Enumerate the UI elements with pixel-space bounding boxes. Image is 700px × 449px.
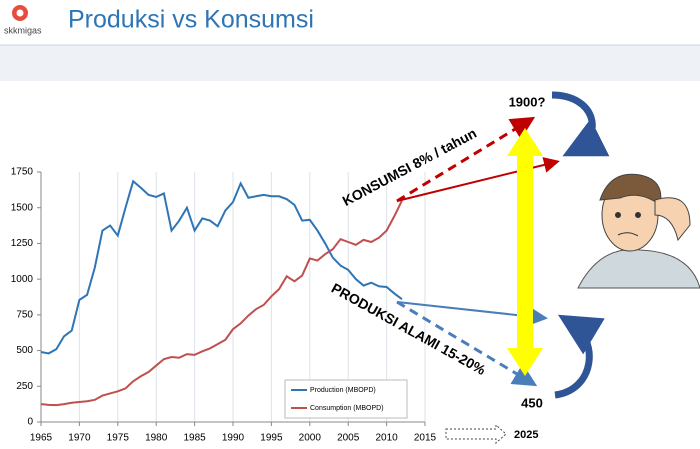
x-tick-label: 2000 xyxy=(299,433,322,444)
legend-box xyxy=(284,379,408,419)
person-illustration xyxy=(577,173,700,289)
header: skkmigas Produksi vs Konsumsi xyxy=(0,5,700,81)
x-tick-label: 1965 xyxy=(30,433,53,444)
x-tick-label: 1970 xyxy=(68,433,91,444)
x-tick-label: 1985 xyxy=(183,433,206,444)
series-line xyxy=(40,179,403,355)
y-tick-label: 1500 xyxy=(11,202,34,213)
series-line xyxy=(40,200,403,407)
y-tick-label: 1750 xyxy=(11,167,34,178)
y-tick-label: 1000 xyxy=(11,274,34,285)
plot: 1965 1970 1975 1980 1985 1990 1995 2000 2005 2010… xyxy=(11,167,437,444)
header-band xyxy=(0,45,700,81)
x-tick-label: 1995 xyxy=(260,433,283,444)
x-tick-label: 2015 xyxy=(414,433,437,444)
y-tick-label: 0 xyxy=(27,417,33,428)
y-tick-label: 750 xyxy=(16,309,33,320)
x-tick-label: 1980 xyxy=(145,433,168,444)
gap-arrow xyxy=(507,128,543,376)
curved-arrow xyxy=(551,91,610,157)
y-tick-label: 250 xyxy=(16,381,33,392)
projection-arrow xyxy=(396,116,536,203)
y-tick-label: 500 xyxy=(16,345,33,356)
annotation: 1900? xyxy=(509,94,546,109)
timeline-arrow xyxy=(445,423,507,445)
slide-title: Produksi vs Konsumsi xyxy=(68,6,314,34)
y-tick-label: 1250 xyxy=(11,238,34,249)
legend-label: Production (MBOPD) xyxy=(310,387,376,394)
annotation: 2025 xyxy=(514,429,538,441)
x-tick-label: 2010 xyxy=(375,433,398,444)
x-tick-label: 2005 xyxy=(337,433,360,444)
logo-text: skkmigas xyxy=(4,25,42,35)
legend-label: Consumption (MBOPD) xyxy=(310,405,384,412)
x-tick-label: 1990 xyxy=(222,433,245,444)
curved-arrow xyxy=(554,314,605,399)
x-tick-label: 1975 xyxy=(107,433,130,444)
annotation: 450 xyxy=(521,395,543,410)
logo-mark xyxy=(16,9,24,17)
projection-arrow xyxy=(396,300,538,387)
